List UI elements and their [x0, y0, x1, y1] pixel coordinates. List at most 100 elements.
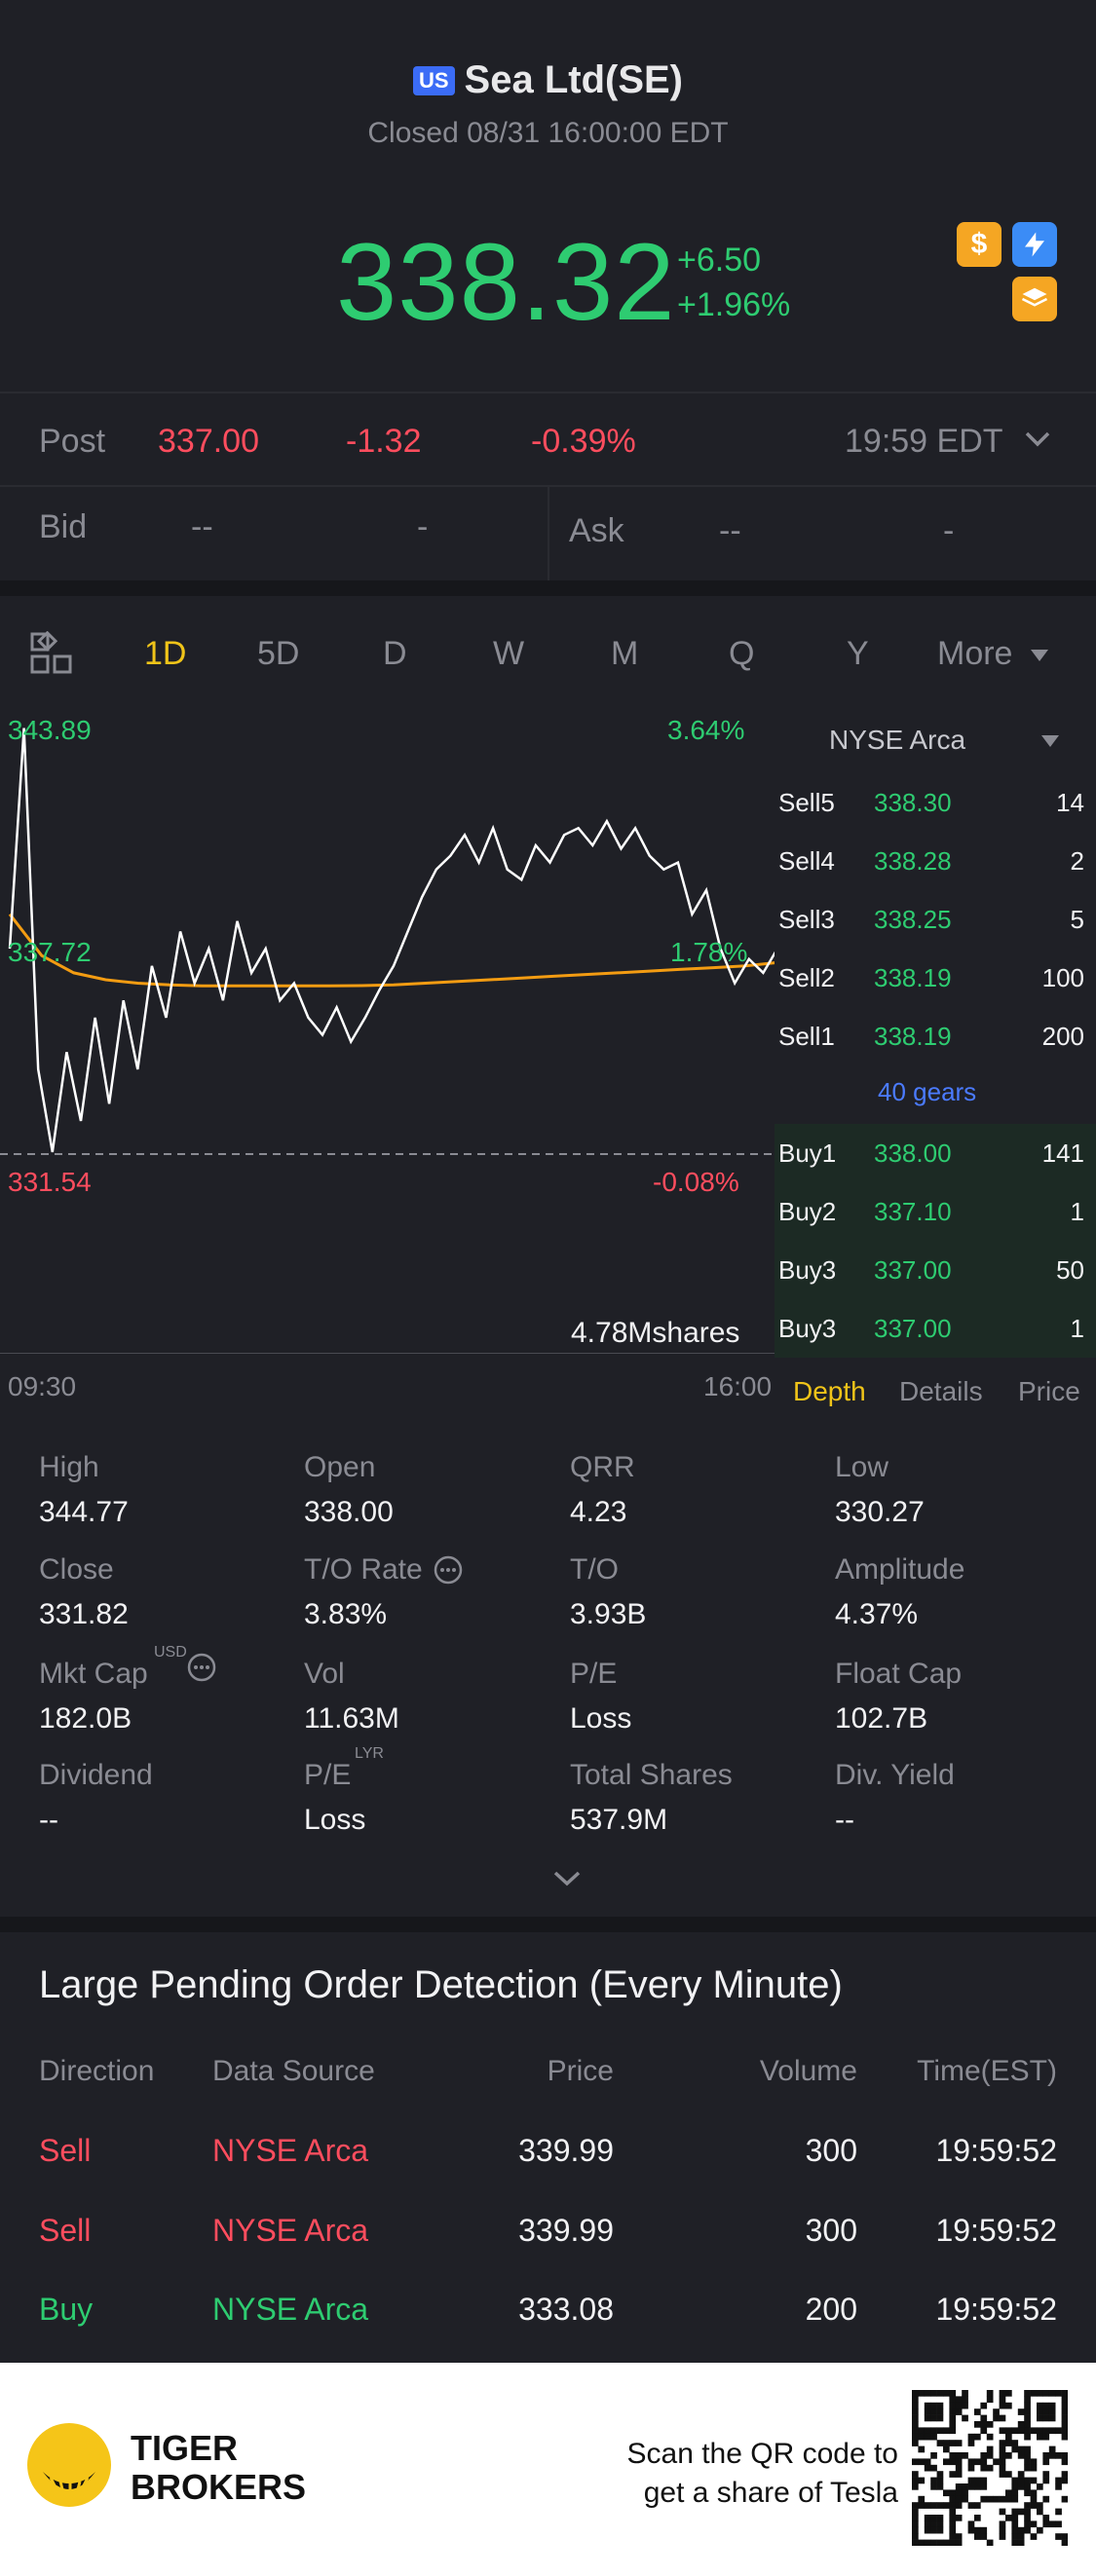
order-price: 339.99	[518, 2133, 614, 2168]
post-time[interactable]: 19:59 EDT	[845, 423, 1003, 460]
bid-ask-row: Bid -- - Ask -- -	[0, 485, 1096, 580]
sell-level: Sell3	[778, 904, 835, 934]
col-header: Data Source	[212, 2055, 375, 2087]
sell-row[interactable]: Sell5 338.30 14	[775, 773, 1096, 832]
exchange-selector[interactable]: NYSE Arca	[829, 725, 966, 755]
post-market-row: Post 337.00 -1.32 -0.39% 19:59 EDT	[0, 392, 1096, 483]
buy-row[interactable]: Buy1 338.00 141	[775, 1124, 1096, 1182]
intraday-chart[interactable]: 343.89 3.64% 337.72 1.78% 331.54 -0.08% …	[0, 711, 775, 1354]
stat-value: Loss	[304, 1804, 366, 1836]
more-info-icon[interactable]	[433, 1554, 464, 1590]
layers-icon[interactable]	[1012, 277, 1057, 321]
stat-value: --	[39, 1804, 58, 1836]
order-source: NYSE Arca	[212, 2292, 369, 2327]
market-badge: US	[412, 65, 455, 95]
sell-row[interactable]: Sell4 338.28 2	[775, 832, 1096, 890]
col-header: Direction	[39, 2055, 155, 2087]
stat-label: Mkt Cap	[39, 1658, 148, 1690]
title-row: US Sea Ltd(SE)	[0, 58, 1096, 102]
order-time: 19:59:52	[935, 2133, 1057, 2168]
x-start-label: 09:30	[8, 1371, 77, 1401]
sell-qty: 2	[1070, 845, 1084, 876]
buy-row[interactable]: Buy2 337.10 1	[775, 1182, 1096, 1241]
period-tabs: 1D 5D D W M Q Y More	[0, 596, 1096, 711]
expand-chevron-icon[interactable]	[551, 1868, 583, 1894]
bid-price: --	[191, 508, 213, 545]
section-separator	[0, 580, 1096, 596]
lightning-icon[interactable]	[1012, 222, 1057, 267]
tab-details[interactable]: Details	[899, 1376, 983, 1406]
tab-w[interactable]: W	[493, 635, 525, 672]
bid-size: -	[417, 508, 429, 545]
bid-label: Bid	[39, 508, 88, 545]
chart-mid-label: 337.72	[8, 937, 92, 967]
post-price: 337.00	[158, 423, 259, 460]
post-change-pct: -0.39%	[531, 423, 636, 460]
caret-down-icon[interactable]	[1041, 734, 1059, 752]
col-header: Time(EST)	[917, 2055, 1057, 2087]
tab-d[interactable]: D	[383, 635, 407, 672]
tab-1d[interactable]: 1D	[144, 635, 187, 672]
buy-qty: 50	[1056, 1254, 1084, 1285]
section-title: Large Pending Order Detection (Every Min…	[39, 1963, 843, 2006]
sell-row[interactable]: Sell1 338.19 200	[775, 1007, 1096, 1065]
buy-row[interactable]: Buy3 337.00 1	[775, 1299, 1096, 1358]
sell-price: 338.25	[874, 904, 952, 934]
tab-5d[interactable]: 5D	[257, 635, 300, 672]
ask-price: --	[719, 512, 741, 549]
order-volume: 200	[805, 2292, 857, 2327]
chevron-down-icon[interactable]	[1023, 429, 1052, 455]
order-volume: 300	[805, 2133, 857, 2168]
more-info-icon[interactable]	[186, 1652, 217, 1688]
buy-price: 337.00	[874, 1313, 952, 1343]
sell-row[interactable]: Sell2 338.19 100	[775, 949, 1096, 1007]
stat-label: Total Shares	[570, 1759, 733, 1791]
scan-line-2: get a share of Tesla	[643, 2477, 898, 2509]
sell-price: 338.30	[874, 787, 952, 817]
sell-row[interactable]: Sell3 338.25 5	[775, 890, 1096, 949]
stat-label: Low	[835, 1451, 889, 1483]
sell-level: Sell4	[778, 845, 835, 876]
quote-header: US Sea Ltd(SE) Closed 08/31 16:00:00 EDT…	[0, 0, 1096, 390]
stat-value: 338.00	[304, 1496, 394, 1528]
caret-down-icon[interactable]	[1031, 649, 1048, 666]
grid-icon[interactable]	[29, 630, 74, 681]
scan-line-1: Scan the QR code to	[626, 2438, 899, 2470]
order-price: 339.99	[518, 2213, 614, 2248]
tab-price[interactable]: Price	[1018, 1376, 1080, 1406]
stat-value: 3.83%	[304, 1598, 388, 1630]
stat-value: Loss	[570, 1702, 632, 1735]
promo-footer[interactable]: TIGER BROKERS Scan the QR code to get a …	[0, 2363, 1096, 2576]
chart-low-pct: -0.08%	[653, 1167, 739, 1197]
gears-link[interactable]: 40 gears	[878, 1077, 977, 1106]
stat-label: QRR	[570, 1451, 635, 1483]
buy-qty: 1	[1070, 1313, 1084, 1343]
tab-m[interactable]: M	[611, 635, 639, 672]
tab-y[interactable]: Y	[847, 635, 869, 672]
stat-label: P/E	[570, 1658, 618, 1690]
buy-level: Buy1	[778, 1138, 837, 1168]
buy-row[interactable]: Buy3 337.00 50	[775, 1241, 1096, 1299]
tiger-logo-icon	[25, 2421, 113, 2514]
stat-value: 102.7B	[835, 1702, 928, 1735]
stat-label: High	[39, 1451, 99, 1483]
col-header: Volume	[759, 2055, 857, 2087]
order-direction: Sell	[39, 2133, 92, 2168]
brand-line-1: TIGER	[131, 2428, 239, 2468]
dollar-icon[interactable]: $	[957, 222, 1002, 267]
tab-q[interactable]: Q	[729, 635, 755, 672]
chart-high-label: 343.89	[8, 715, 92, 745]
stat-superscript: LYR	[355, 1745, 384, 1762]
stat-value: 330.27	[835, 1496, 925, 1528]
stat-label: P/E	[304, 1759, 352, 1791]
stock-title[interactable]: Sea Ltd(SE)	[464, 58, 684, 101]
stat-label: Float Cap	[835, 1658, 963, 1690]
qr-code-icon[interactable]	[912, 2390, 1068, 2546]
order-book: NYSE Arca Sell5 338.30 14 Sell4 338.28 2…	[775, 711, 1096, 1358]
col-header: Price	[547, 2055, 614, 2087]
tab-depth[interactable]: Depth	[793, 1376, 866, 1406]
tab-more[interactable]: More	[937, 635, 1013, 672]
buy-price: 338.00	[874, 1138, 952, 1168]
chart-mid-pct: 1.78%	[670, 937, 748, 967]
volume-label: 4.78Mshares	[571, 1317, 740, 1349]
